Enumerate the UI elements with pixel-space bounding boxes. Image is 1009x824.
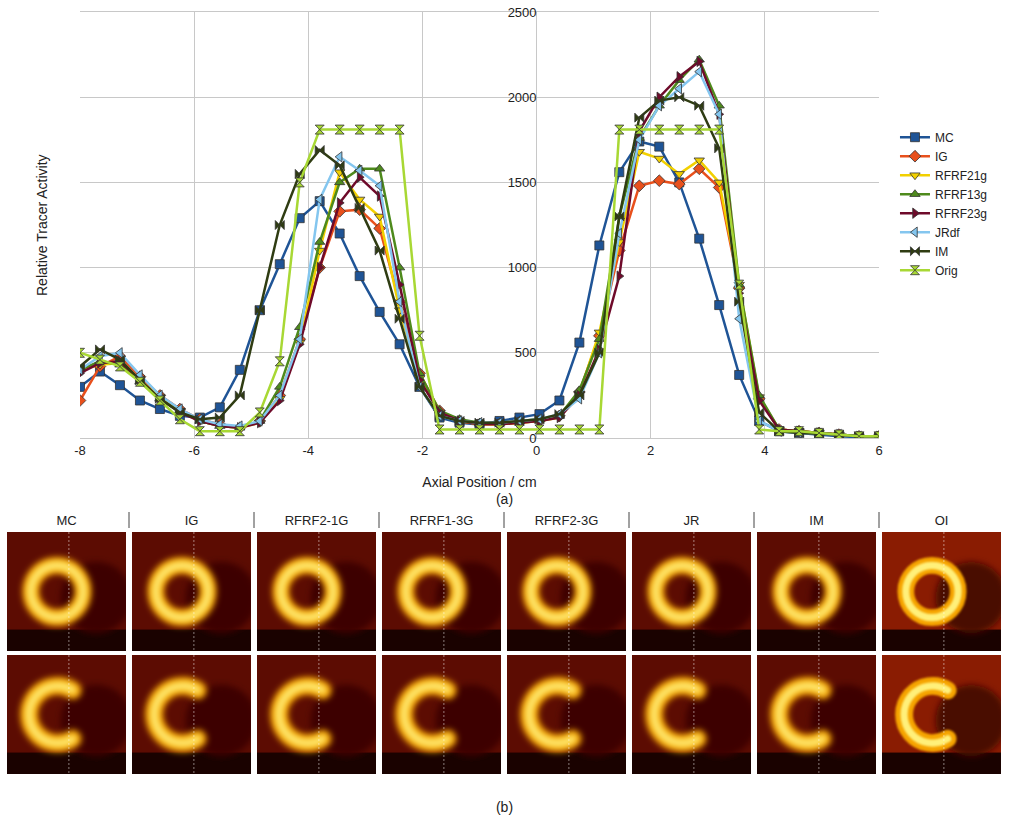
svg-text:JRdf: JRdf: [935, 226, 960, 240]
svg-text:IG: IG: [185, 513, 199, 528]
svg-text:2000: 2000: [508, 90, 537, 105]
svg-text:IM: IM: [809, 513, 823, 528]
html-text:(a): (a): [495, 491, 514, 507]
svg-text:RFRF2-1G: RFRF2-1G: [285, 513, 349, 528]
svg-text:6: 6: [875, 443, 882, 458]
svg-text:-6: -6: [188, 443, 200, 458]
svg-text:OI: OI: [935, 513, 949, 528]
html-text:(b): (b): [495, 799, 514, 815]
svg-text:RFRF2-3G: RFRF2-3G: [535, 513, 599, 528]
svg-text:-8: -8: [74, 443, 86, 458]
svg-text:-4: -4: [303, 443, 315, 458]
svg-text:JR: JR: [684, 513, 700, 528]
svg-text:IM: IM: [935, 245, 948, 259]
svg-text:RFRF1-3G: RFRF1-3G: [410, 513, 474, 528]
svg-text:500: 500: [515, 345, 537, 360]
svg-text:1500: 1500: [508, 175, 537, 190]
svg-text:4: 4: [761, 443, 768, 458]
svg-text:Axial Position / cm: Axial Position / cm: [422, 474, 536, 490]
svg-text:Orig: Orig: [935, 264, 958, 278]
svg-text:0: 0: [533, 443, 540, 458]
svg-text:RFRF13g: RFRF13g: [935, 188, 987, 202]
svg-text:2: 2: [647, 443, 654, 458]
svg-text:0: 0: [529, 431, 536, 446]
svg-text:RFRF21g: RFRF21g: [935, 169, 987, 183]
svg-text:2500: 2500: [508, 5, 537, 20]
svg-text:RFRF23g: RFRF23g: [935, 207, 987, 221]
svg-text:MC: MC: [56, 513, 76, 528]
svg-text:IG: IG: [935, 150, 948, 164]
svg-text:Relative Tracer Activity: Relative Tracer Activity: [34, 154, 50, 296]
svg-text:1000: 1000: [508, 260, 537, 275]
svg-text:-2: -2: [417, 443, 429, 458]
svg-text:MC: MC: [935, 131, 954, 145]
